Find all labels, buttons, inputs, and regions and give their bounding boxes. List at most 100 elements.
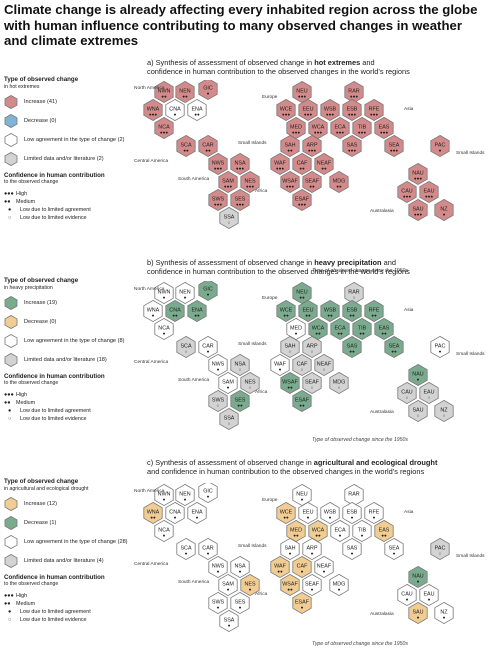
hex-sas: SAS●●● xyxy=(342,134,362,158)
hex-eas: EAS●● xyxy=(374,519,394,543)
continent-label: Asia xyxy=(404,509,414,515)
confidence-dots: ● xyxy=(227,587,230,592)
confidence-dots: ●● xyxy=(299,403,305,408)
hex-nsa: NSA○ xyxy=(230,353,250,377)
confidence-dots: ● xyxy=(373,515,376,520)
hex-arp: ARP○ xyxy=(302,335,322,359)
confidence-dots: ●●● xyxy=(414,176,423,181)
confidence-dots: ●● xyxy=(337,331,343,336)
hex-label: SSA xyxy=(224,416,235,422)
confidence-dots: ● xyxy=(361,533,364,538)
confidence-dots: ● xyxy=(217,569,220,574)
hex-wna: WNA●● xyxy=(143,501,163,525)
hex-label: NAU xyxy=(412,372,423,378)
legend-item-limited-data: Limited data and/or literature (4) xyxy=(4,553,154,568)
hex-label: NCA xyxy=(158,125,170,131)
hex-seaf: SEAF● xyxy=(302,573,322,597)
hex-seaf: SEAF●● xyxy=(302,170,322,194)
hex-label: TIB xyxy=(358,326,367,332)
legend-sub: in heavy precipitation xyxy=(4,284,53,291)
hex-label: SEA xyxy=(389,546,400,552)
confidence-dots: ● xyxy=(279,367,282,372)
confidence-dots: ●● xyxy=(287,148,293,153)
hex-cna: CNA● xyxy=(165,98,185,122)
confidence-dots: ● xyxy=(301,569,304,574)
continent-label: North America xyxy=(134,488,165,494)
hex-label: SES xyxy=(235,398,246,404)
confidence-dots: ● xyxy=(443,212,446,217)
hex-label: ECA xyxy=(334,528,345,534)
continent-label: North America xyxy=(134,286,165,292)
confidence-head: Confidence in human contribution xyxy=(4,372,105,380)
hex-eau: EAU●●● xyxy=(419,180,439,204)
legend-sub: in hot extremes xyxy=(4,83,40,90)
hex-nwn: NWN● xyxy=(154,483,174,507)
hex-neaf: NEAF● xyxy=(314,555,334,579)
hex-cna: CNA● xyxy=(165,501,185,525)
hex-sah: SAH○ xyxy=(280,335,300,359)
confidence-dots: ○ xyxy=(406,395,409,400)
confidence-dots: ●●● xyxy=(236,202,245,207)
hex-waf: WAF●● xyxy=(270,555,290,579)
confidence-dots: ●● xyxy=(381,331,387,336)
hex-sau: SAU●●● xyxy=(408,198,428,222)
hex-eeu: EEU●●● xyxy=(298,98,318,122)
hex-esb: ESB●● xyxy=(342,299,362,323)
confidence-dots: ●●● xyxy=(350,94,359,99)
hex-nz: NZ● xyxy=(434,601,454,625)
hex-label: CAR xyxy=(202,546,213,552)
confidence-dots: ●● xyxy=(336,184,342,189)
legend-item-increase: Increase (19) xyxy=(4,295,154,310)
hex-label: MED xyxy=(290,125,302,131)
legend-item-low-agreement: Low agreement in the type of change (8) xyxy=(4,333,154,348)
hex-label: TIB xyxy=(358,125,367,131)
hex-label: NCA xyxy=(158,326,170,332)
hex-label: SCA xyxy=(180,546,191,552)
hex-label: ARP xyxy=(306,344,317,350)
hex-wsaf: WSAF●● xyxy=(280,573,300,597)
hex-caf: CAF●● xyxy=(292,152,312,176)
hex-label: SWS xyxy=(212,398,225,404)
continent-label: Australasia xyxy=(370,409,394,415)
confidence-dots: ●● xyxy=(315,331,321,336)
hex-label: WNA xyxy=(147,308,160,314)
confidence-head: Confidence in human contribution xyxy=(4,573,105,581)
confidence-dots: ○ xyxy=(239,367,242,372)
hex-label: RFE xyxy=(369,308,380,314)
hex-wsb: WSB●●● xyxy=(320,98,340,122)
hex-mdg: MDG●● xyxy=(329,170,349,194)
confidence-dots: ○ xyxy=(311,349,314,354)
continent-label: Asia xyxy=(404,307,414,313)
hex-label: NES xyxy=(244,179,255,185)
page-title: Climate change is already affecting ever… xyxy=(4,2,478,48)
hex-label: NWS xyxy=(212,564,225,570)
confidence-dots: ●● xyxy=(299,295,305,300)
confidence-dots: ●● xyxy=(327,313,333,318)
hex-label: PAC xyxy=(435,546,446,552)
confidence-dots: ●●● xyxy=(160,130,169,135)
hex-label: GIC xyxy=(203,287,213,293)
hex-label: WCA xyxy=(312,326,325,332)
hex-label: GIC xyxy=(203,489,213,495)
hex-label: EAS xyxy=(379,528,390,534)
confidence-dots: ●●● xyxy=(414,212,423,217)
hex-wna: WNA●●● xyxy=(143,98,163,122)
continent-label: Small Islands xyxy=(238,543,267,549)
hex-label: SAS xyxy=(347,143,358,149)
hex-label: NCA xyxy=(158,528,170,534)
confidence-dots: ●● xyxy=(205,148,211,153)
hex-rfe: RFE● xyxy=(364,501,384,525)
hex-label: NEU xyxy=(296,290,307,296)
hex-label: ESB xyxy=(347,510,358,516)
confidence-dots: ● xyxy=(184,497,187,502)
confidence-dots: ● xyxy=(185,551,188,556)
confidence-dots: ● xyxy=(338,587,341,592)
hex-nen: NEN● xyxy=(175,483,195,507)
confidence-dots: ○ xyxy=(428,395,431,400)
hex-sah: SAH● xyxy=(280,537,300,561)
confidence-dots: ● xyxy=(311,551,314,556)
confidence-dots: ○ xyxy=(301,367,304,372)
confidence-dots: ●● xyxy=(194,112,200,117)
hex-esaf: ESAF●● xyxy=(292,389,312,413)
confidence-dots: ● xyxy=(239,605,242,610)
